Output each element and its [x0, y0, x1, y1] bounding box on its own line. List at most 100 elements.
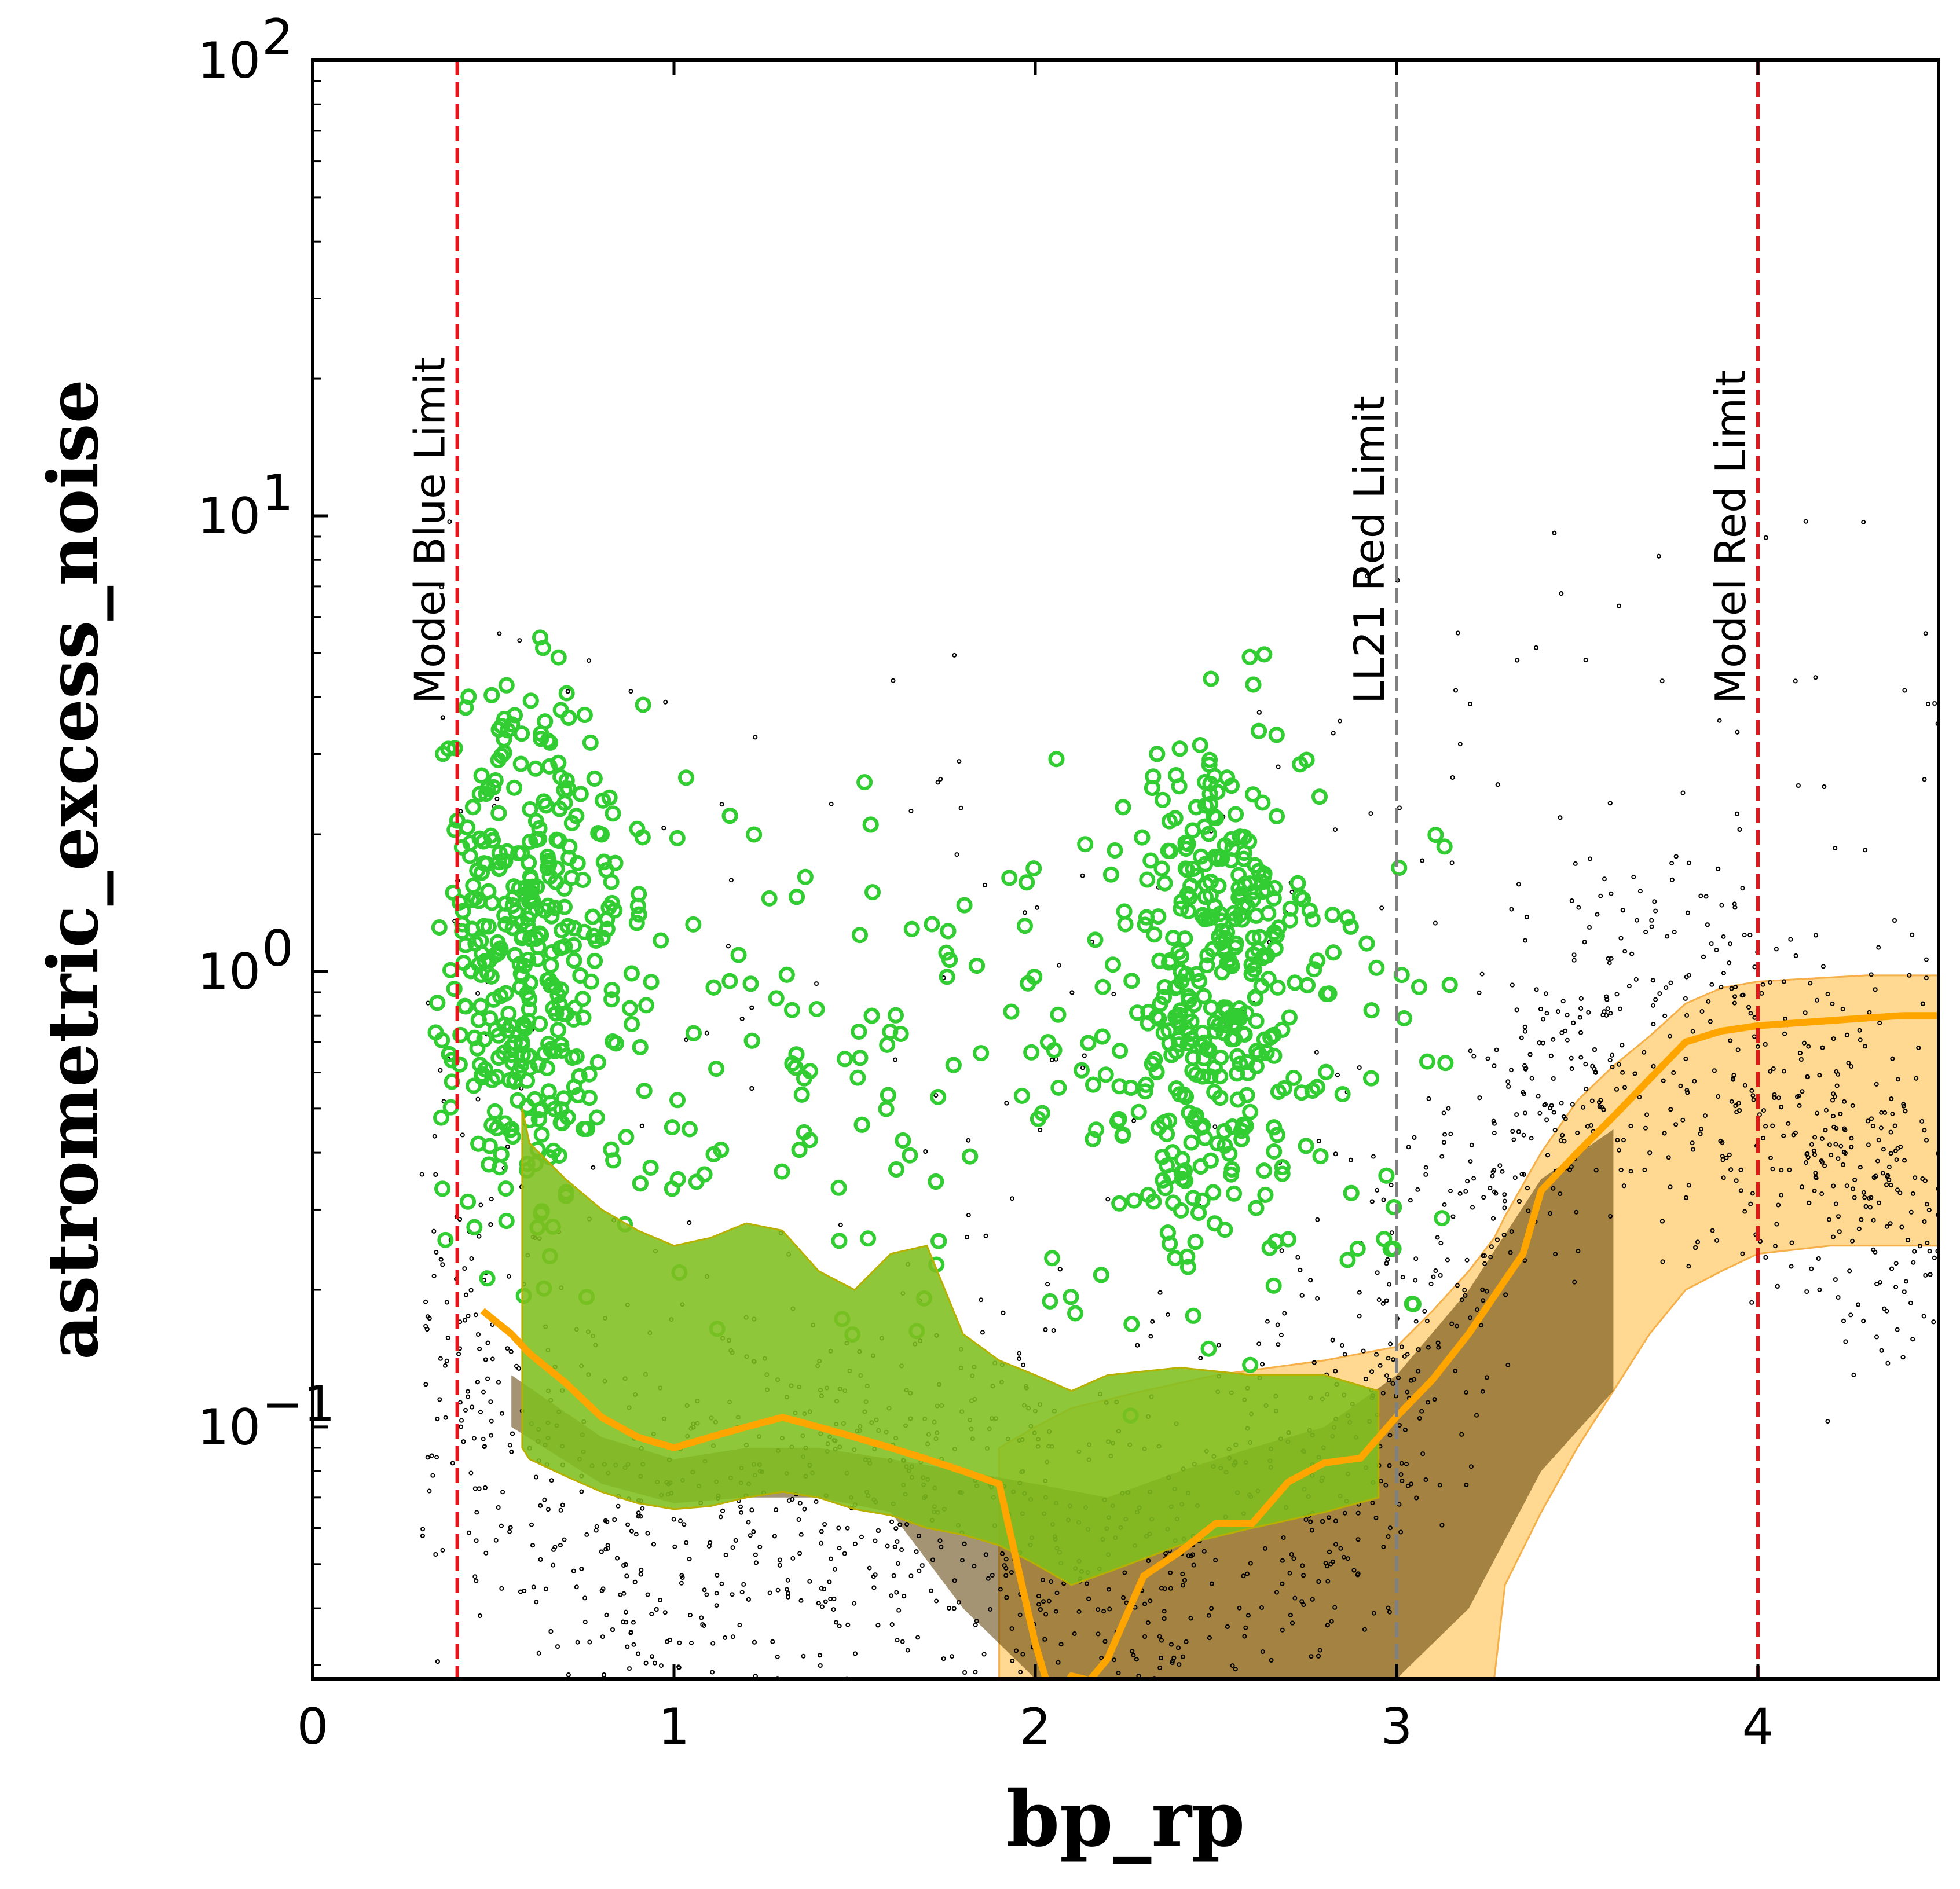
source-point	[427, 1488, 432, 1494]
source-point	[699, 1615, 704, 1620]
source-point	[1813, 675, 1818, 680]
source-point	[797, 1501, 803, 1506]
source-point	[1861, 1190, 1866, 1195]
source-point	[460, 1132, 465, 1138]
source-point	[1038, 1607, 1043, 1612]
flagged-point	[1228, 935, 1244, 952]
source-point	[1435, 1340, 1441, 1345]
source-point	[687, 1220, 692, 1225]
source-point	[1423, 1165, 1428, 1170]
source-point	[1729, 1099, 1734, 1104]
source-point	[1925, 1240, 1930, 1245]
source-point	[1355, 1537, 1361, 1542]
source-point	[1779, 1193, 1784, 1198]
source-point	[1926, 1208, 1932, 1213]
source-point	[514, 1363, 519, 1369]
source-point	[746, 1520, 751, 1525]
flagged-point	[852, 1050, 869, 1066]
source-point	[1003, 1565, 1009, 1571]
source-point	[1398, 1472, 1404, 1477]
source-point	[1714, 948, 1719, 952]
source-point	[1099, 1655, 1104, 1660]
flagged-point	[1200, 1340, 1217, 1357]
flagged-point	[440, 740, 457, 757]
flagged-point	[575, 1009, 592, 1026]
flagged-point	[470, 1135, 487, 1152]
source-point	[1053, 1609, 1058, 1614]
flagged-point	[1187, 1234, 1204, 1250]
source-point	[1275, 1322, 1280, 1327]
source-point	[1404, 1462, 1409, 1467]
flagged-point	[512, 966, 529, 982]
source-point	[1558, 815, 1563, 820]
source-point	[1317, 1648, 1322, 1653]
source-point	[440, 1262, 445, 1267]
source-point	[1482, 1261, 1488, 1266]
source-point	[1703, 894, 1709, 899]
source-point	[1233, 1667, 1238, 1672]
source-point	[469, 1256, 474, 1261]
source-point	[1797, 1103, 1802, 1108]
flagged-point	[1137, 916, 1153, 933]
source-point	[739, 1016, 745, 1021]
source-point	[802, 1506, 807, 1512]
flagged-point	[1251, 722, 1267, 739]
source-point	[828, 1597, 833, 1601]
source-point	[1342, 1352, 1347, 1357]
flagged-point	[761, 890, 778, 907]
source-point	[1522, 1110, 1527, 1116]
source-point	[837, 1623, 842, 1628]
source-point	[1468, 702, 1472, 706]
flagged-point	[1242, 1103, 1259, 1120]
source-point	[1884, 1224, 1889, 1229]
flagged-point	[635, 696, 651, 713]
source-point	[1522, 1029, 1527, 1034]
flagged-point	[607, 1035, 624, 1052]
flagged-point	[460, 1193, 477, 1210]
source-point	[1058, 1642, 1064, 1647]
flagged-point	[1262, 1029, 1279, 1046]
x-axis-title: bp_rp	[1006, 1774, 1245, 1864]
source-point	[571, 1568, 576, 1573]
flagged-point	[973, 1045, 990, 1062]
source-point	[1823, 1128, 1828, 1133]
source-point	[1442, 1202, 1447, 1207]
flagged-point	[504, 1054, 521, 1071]
source-point	[1607, 801, 1613, 806]
source-point	[621, 1563, 627, 1568]
source-point	[895, 1638, 900, 1643]
source-point	[1527, 1052, 1533, 1057]
source-point	[485, 1340, 490, 1345]
source-point	[505, 1144, 510, 1149]
source-point	[1389, 1182, 1394, 1187]
source-point	[1604, 997, 1610, 1002]
source-point	[1844, 1032, 1849, 1037]
source-point	[1374, 1352, 1379, 1357]
source-point	[1879, 1348, 1884, 1353]
source-point	[574, 1584, 579, 1590]
source-point	[1471, 1176, 1477, 1181]
flagged-point	[742, 975, 759, 992]
flagged-point	[708, 1061, 724, 1077]
source-point	[819, 1586, 824, 1591]
source-point	[1709, 982, 1714, 987]
source-point	[1698, 1127, 1703, 1132]
source-point	[730, 1545, 735, 1550]
source-point	[1010, 1196, 1014, 1201]
source-point	[1526, 1208, 1531, 1213]
flagged-point	[1080, 1035, 1097, 1051]
source-point	[1406, 1145, 1411, 1150]
source-point	[785, 1578, 790, 1583]
flagged-point	[1195, 988, 1212, 1004]
flagged-point	[784, 1002, 800, 1018]
source-point	[1793, 953, 1798, 958]
flagged-point	[1210, 878, 1227, 894]
source-point	[433, 1552, 438, 1557]
source-point	[653, 1660, 657, 1666]
flagged-point	[1241, 833, 1258, 850]
source-point	[1632, 1071, 1637, 1076]
source-point	[1649, 924, 1654, 929]
source-point	[1134, 1657, 1139, 1662]
source-point	[1910, 1337, 1915, 1342]
source-point	[1463, 1293, 1468, 1298]
